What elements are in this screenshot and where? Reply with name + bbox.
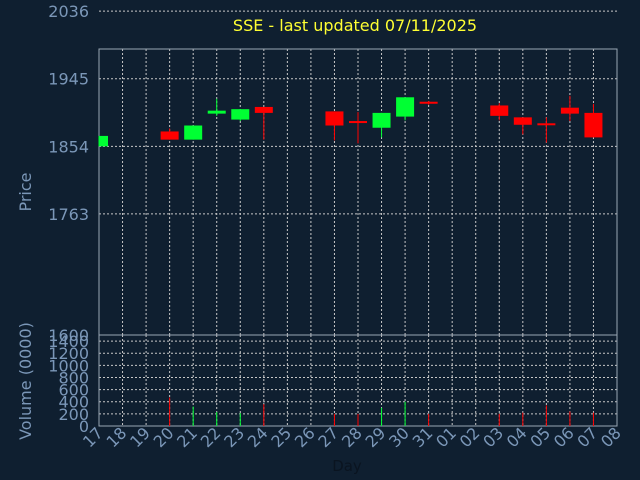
candle-body bbox=[372, 112, 391, 128]
candle-body bbox=[349, 121, 367, 124]
candle bbox=[184, 125, 203, 140]
price-axis-label: Price bbox=[16, 172, 35, 211]
candle-body bbox=[537, 123, 556, 126]
candle bbox=[231, 109, 250, 122]
candle bbox=[372, 112, 391, 138]
volume-tick-label: 400 bbox=[58, 393, 89, 412]
candle-body bbox=[231, 109, 250, 120]
price-panel: 1600 1763 1854 1945 2036 bbox=[48, 2, 618, 345]
volume-tick-label: 1400 bbox=[48, 332, 89, 351]
candle-body bbox=[325, 111, 344, 126]
volume-tick-label: 600 bbox=[58, 381, 89, 400]
candle bbox=[325, 111, 344, 141]
candle-body bbox=[560, 107, 579, 114]
volume-tick-label: 800 bbox=[58, 368, 89, 387]
candle-body bbox=[419, 101, 438, 104]
candle bbox=[513, 117, 532, 135]
x-axis: 1718192021222324252627282930310102030405… bbox=[79, 423, 625, 451]
chart-title: SSE - last updated 07/11/2025 bbox=[233, 16, 477, 35]
price-tick-label: 1854 bbox=[48, 137, 89, 156]
price-frame bbox=[98, 48, 618, 336]
price-tick-label: 1600 bbox=[48, 326, 89, 345]
candle-body bbox=[513, 117, 532, 125]
candle bbox=[490, 103, 509, 121]
candle bbox=[419, 101, 438, 105]
price-tick-label: 1945 bbox=[48, 70, 89, 89]
candle bbox=[98, 135, 108, 147]
candle-body bbox=[254, 106, 273, 113]
price-tick-label: 2036 bbox=[48, 2, 89, 21]
candle bbox=[537, 117, 556, 143]
candle bbox=[584, 103, 603, 138]
candle bbox=[254, 106, 273, 140]
price-tick-label: 1763 bbox=[48, 205, 89, 224]
candle-body bbox=[490, 105, 509, 116]
candle-body bbox=[160, 131, 179, 140]
volume-axis-label: Volume (0000) bbox=[16, 322, 35, 440]
volume-tick-label: 0 bbox=[79, 417, 89, 436]
volume-tick-label: 1000 bbox=[48, 356, 89, 375]
candle-body bbox=[99, 135, 108, 147]
x-tick-label: 08 bbox=[597, 423, 625, 451]
candle-body bbox=[396, 97, 415, 117]
candle bbox=[349, 112, 367, 144]
volume-tick-label: 1200 bbox=[48, 344, 89, 363]
candle bbox=[207, 98, 226, 116]
candle bbox=[560, 95, 579, 122]
candle-body bbox=[184, 125, 203, 140]
candle-body bbox=[584, 112, 603, 138]
candle-body bbox=[207, 110, 226, 114]
volume-tick-label: 200 bbox=[58, 405, 89, 424]
candle bbox=[160, 128, 179, 140]
x-axis-label: Day bbox=[332, 457, 362, 475]
candle bbox=[396, 97, 415, 121]
